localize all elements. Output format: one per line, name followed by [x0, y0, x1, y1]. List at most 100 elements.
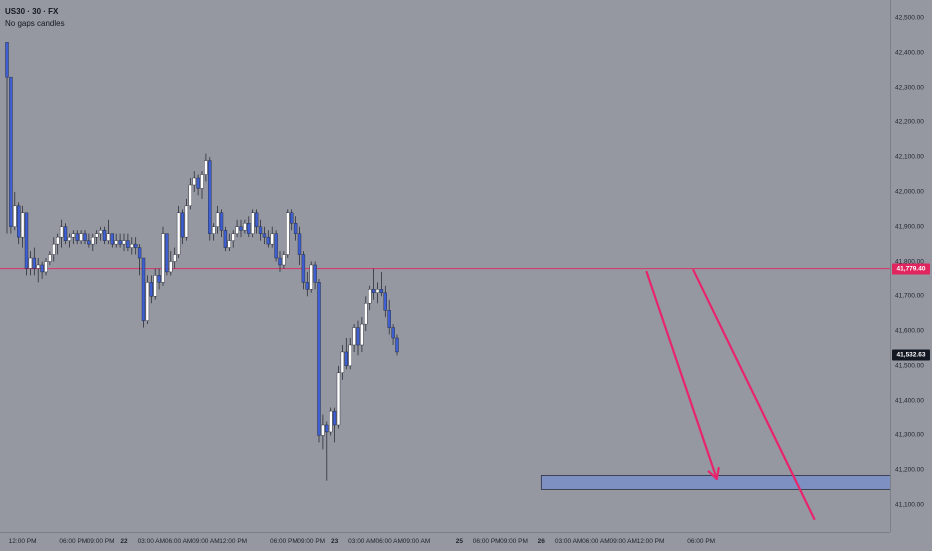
chart-area[interactable] — [0, 0, 890, 532]
candle — [87, 233, 91, 248]
time-tick-label: 09:00 AM — [402, 538, 431, 545]
candle — [67, 233, 72, 248]
candle — [180, 209, 185, 245]
candle — [102, 226, 107, 245]
candle — [145, 275, 150, 325]
time-tick-label: 06:00 AM — [582, 538, 610, 545]
candle — [301, 251, 306, 290]
candle — [356, 320, 360, 356]
candle — [32, 247, 36, 276]
candle — [317, 278, 321, 443]
candle — [321, 414, 325, 450]
price-tick-label: 42,200.00 — [895, 118, 924, 126]
candle — [83, 230, 87, 245]
candle — [200, 171, 204, 199]
candle — [325, 421, 329, 481]
candle — [94, 230, 99, 245]
price-tick-label: 42,300.00 — [895, 84, 924, 92]
candle — [219, 209, 224, 238]
candle — [176, 205, 181, 259]
candle — [290, 209, 294, 231]
time-tick-label: 09:00 PM — [297, 538, 326, 545]
candle — [340, 344, 345, 380]
candle — [336, 365, 341, 429]
candle — [282, 251, 286, 269]
price-tick-label: 42,500.00 — [895, 14, 924, 22]
candle — [297, 226, 302, 265]
candle — [157, 268, 161, 290]
candle — [161, 226, 165, 286]
candle — [274, 230, 278, 262]
time-tick-label: 06:00 PM — [59, 538, 88, 545]
candle — [231, 230, 235, 248]
candle — [9, 76, 13, 234]
candle — [196, 174, 200, 196]
candle — [208, 157, 212, 241]
candle — [313, 261, 317, 290]
candle — [223, 226, 228, 252]
candle — [266, 230, 270, 248]
candle — [141, 257, 146, 328]
candle — [239, 219, 243, 238]
candle — [243, 219, 247, 234]
time-axis[interactable]: 12:00 PM 06:00 PM 09:00 PM 22 03:00 AM 06:00 … — [0, 532, 890, 551]
candle — [254, 209, 259, 234]
candle — [270, 226, 274, 248]
candle — [28, 251, 33, 276]
candle — [56, 233, 60, 255]
candle — [188, 178, 193, 210]
time-tick-label: 09:00 AM — [192, 538, 220, 545]
candle — [24, 212, 29, 276]
trend-arrow-1[interactable] — [645, 270, 718, 481]
price-tick-label: 41,700.00 — [895, 292, 924, 300]
candle — [91, 233, 95, 252]
candle — [130, 237, 134, 255]
candle — [20, 205, 25, 248]
candle — [106, 219, 111, 245]
candle — [379, 271, 384, 297]
candle — [383, 285, 387, 318]
candle — [329, 407, 333, 436]
chart-legend: US30 · 30 · FX No gaps candles — [5, 6, 65, 30]
candle — [305, 271, 309, 297]
time-tick-label: 06:00 PM — [472, 538, 501, 545]
candle — [258, 219, 263, 241]
candle — [153, 268, 157, 300]
candle — [165, 233, 169, 276]
candle — [332, 407, 337, 443]
candle — [71, 230, 76, 245]
time-tick-label: 03:00 AM — [348, 538, 376, 545]
candle — [149, 275, 154, 304]
candle — [13, 191, 17, 231]
time-tick-label: 23 — [330, 538, 339, 545]
candle — [75, 230, 79, 245]
price-chart[interactable] — [0, 0, 890, 532]
price-tick-label: 42,100.00 — [895, 153, 924, 161]
price-tick-label: 41,500.00 — [895, 362, 924, 370]
candle — [286, 209, 290, 259]
price-tick-label: 41,600.00 — [895, 327, 924, 335]
candle — [387, 299, 391, 335]
symbol-title[interactable]: US30 · 30 · FX — [5, 7, 59, 16]
time-tick-label: 06:00 PM — [269, 538, 298, 545]
candle — [5, 42, 9, 234]
price-axis[interactable]: 42,500.00 42,400.00 42,300.00 42,200.00 42,1… — [890, 0, 932, 532]
candle — [192, 171, 196, 192]
candle — [40, 261, 44, 279]
time-tick-label: 09:00 AM — [609, 538, 637, 545]
candle — [184, 198, 189, 241]
candle — [211, 223, 216, 241]
last-price-badge: 41,532.63 — [892, 349, 930, 360]
candle — [360, 317, 364, 352]
price-tick-label: 41,400.00 — [895, 397, 924, 405]
candle — [59, 219, 64, 248]
trend-arrow-2[interactable] — [692, 269, 816, 521]
candle — [79, 230, 83, 245]
candle — [368, 285, 372, 311]
candle — [235, 219, 239, 238]
candle — [48, 251, 52, 265]
time-tick-label: 26 — [537, 538, 545, 545]
candle — [122, 233, 126, 252]
candle — [44, 258, 48, 276]
candle — [348, 338, 352, 370]
